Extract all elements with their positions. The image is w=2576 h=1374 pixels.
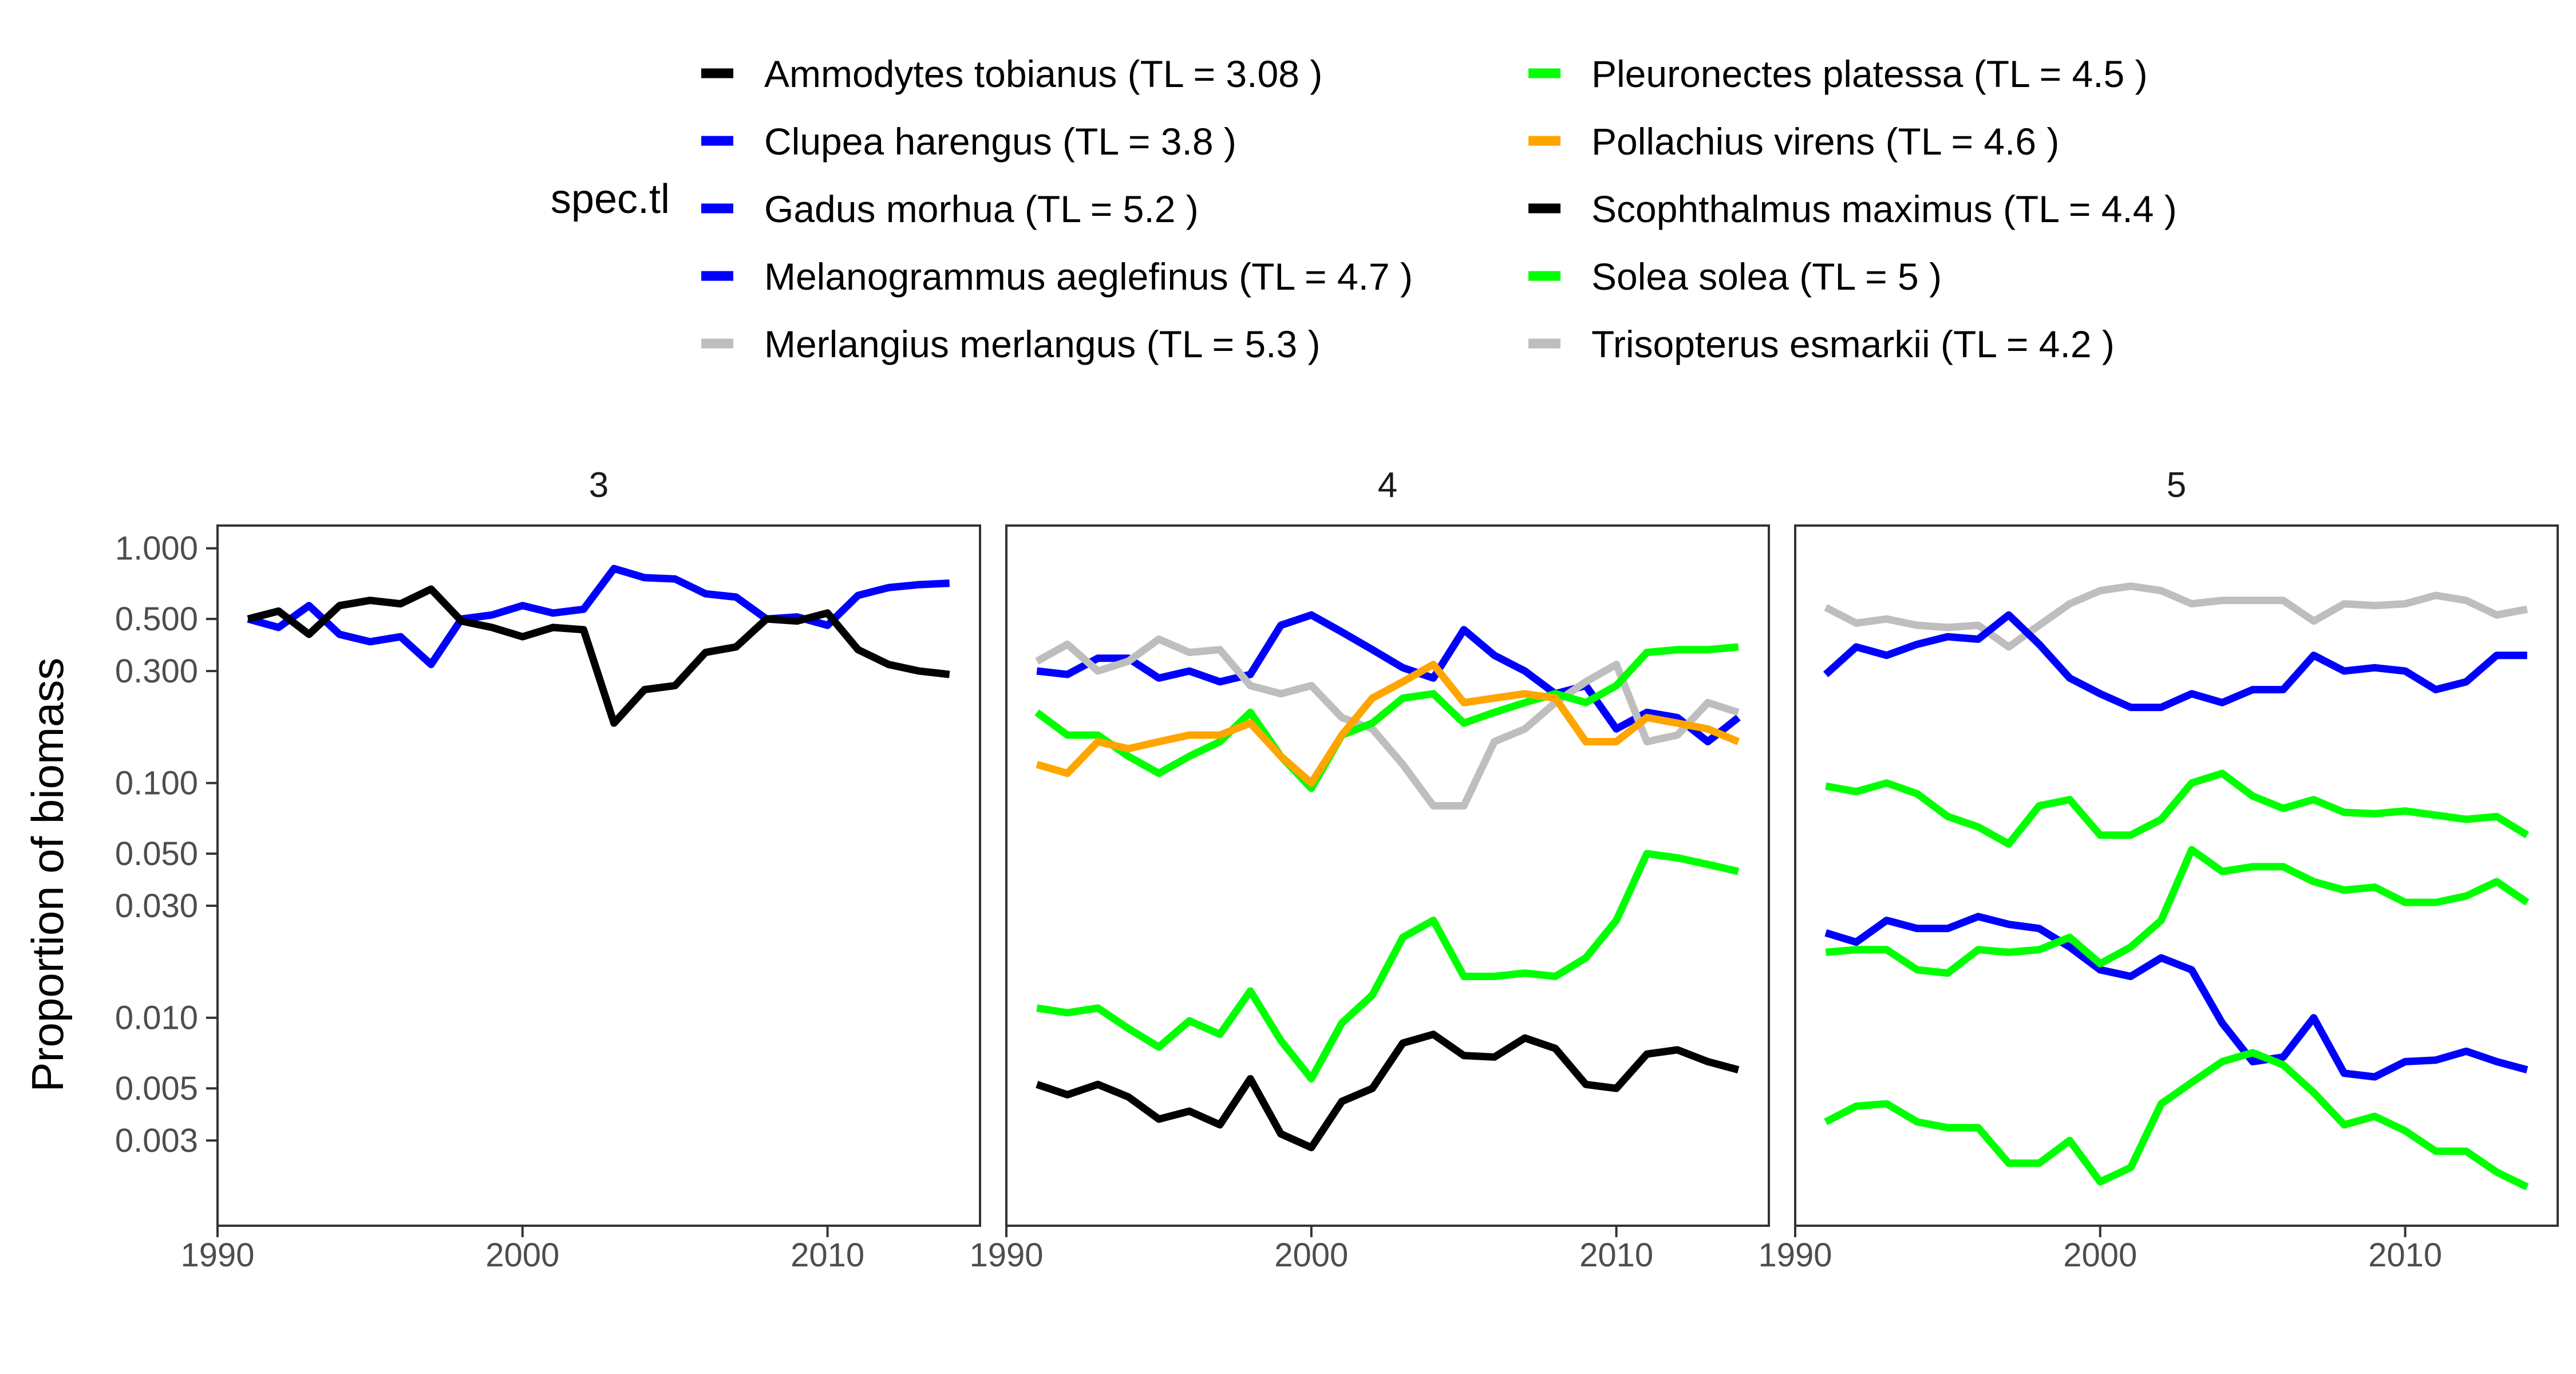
x-tick-label: 1990 bbox=[1758, 1237, 1832, 1274]
series-line bbox=[247, 585, 950, 727]
panel-title: 5 bbox=[2167, 465, 2186, 505]
y-tick-label: 1.000 bbox=[115, 530, 198, 567]
panel-border bbox=[216, 524, 981, 1227]
x-tick-label: 1990 bbox=[969, 1237, 1043, 1274]
series-line bbox=[1034, 643, 1739, 792]
x-tick-label: 2010 bbox=[1579, 1237, 1653, 1274]
panel-border bbox=[1794, 524, 2559, 1227]
legend-label: Clupea harengus (TL = 3.8 ) bbox=[764, 120, 1236, 163]
series-line bbox=[1036, 1030, 1740, 1151]
panel-3: 3 1990 2000 2010 1.000 0.500 0.300 0.100 0.050 0.… bbox=[115, 465, 981, 1274]
legend-label: Pollachius virens (TL = 4.6 ) bbox=[1591, 120, 2059, 163]
legend: spec.tl Ammodytes tobianus (TL = 3.08 ) C… bbox=[551, 53, 2177, 365]
x-tick-label: 2010 bbox=[2368, 1237, 2442, 1274]
legend-label: Ammodytes tobianus (TL = 3.08 ) bbox=[764, 53, 1322, 95]
series-line bbox=[1036, 850, 1740, 1083]
x-tick-label: 2000 bbox=[485, 1237, 559, 1274]
series-line bbox=[1825, 769, 2530, 848]
y-tick-label: 0.005 bbox=[115, 1070, 198, 1107]
panel-5: 5 1990 2000 2010 bbox=[1758, 465, 2559, 1274]
legend-label: Gadus morhua (TL = 5.2 ) bbox=[764, 188, 1199, 230]
y-tick-label: 0.500 bbox=[115, 601, 198, 638]
panel-title: 3 bbox=[589, 465, 609, 505]
y-tick-label: 0.010 bbox=[115, 1000, 198, 1037]
legend-title: spec.tl bbox=[551, 176, 670, 222]
legend-label: Scophthalmus maximus (TL = 4.4 ) bbox=[1591, 188, 2177, 230]
series-line bbox=[1825, 846, 2530, 977]
series-line bbox=[1824, 582, 2528, 651]
legend-label: Melanogrammus aeglefinus (TL = 4.7 ) bbox=[764, 255, 1413, 298]
panel-4: 4 1990 2000 2010 bbox=[969, 465, 1770, 1274]
panel-border bbox=[1005, 524, 1770, 1227]
x-tick-label: 2010 bbox=[791, 1237, 864, 1274]
x-tick-label: 2000 bbox=[1274, 1237, 1348, 1274]
series-line bbox=[1824, 1049, 2529, 1191]
series-line bbox=[1823, 611, 2527, 712]
legend-label: Merlangius merlangus (TL = 5.3 ) bbox=[764, 323, 1320, 365]
series-line bbox=[1036, 611, 1741, 745]
y-tick-label: 0.030 bbox=[115, 887, 198, 925]
y-tick-label: 0.003 bbox=[115, 1122, 198, 1159]
legend-label: Trisopterus esmarkii (TL = 4.2 ) bbox=[1591, 323, 2115, 365]
x-tick-label: 2000 bbox=[2063, 1237, 2137, 1274]
x-tick-label: 1990 bbox=[180, 1237, 254, 1274]
series-line bbox=[1036, 661, 1740, 787]
legend-label: Solea solea (TL = 5 ) bbox=[1591, 255, 1942, 298]
panel-title: 4 bbox=[1378, 465, 1397, 505]
legend-label: Pleuronectes platessa (TL = 4.5 ) bbox=[1591, 53, 2148, 95]
y-axis-title: Proportion of biomass bbox=[22, 658, 73, 1092]
y-tick-label: 0.050 bbox=[115, 835, 198, 872]
y-tick-label: 0.100 bbox=[115, 765, 198, 802]
series-line bbox=[1824, 913, 2528, 1081]
y-tick-label: 0.300 bbox=[115, 653, 198, 690]
